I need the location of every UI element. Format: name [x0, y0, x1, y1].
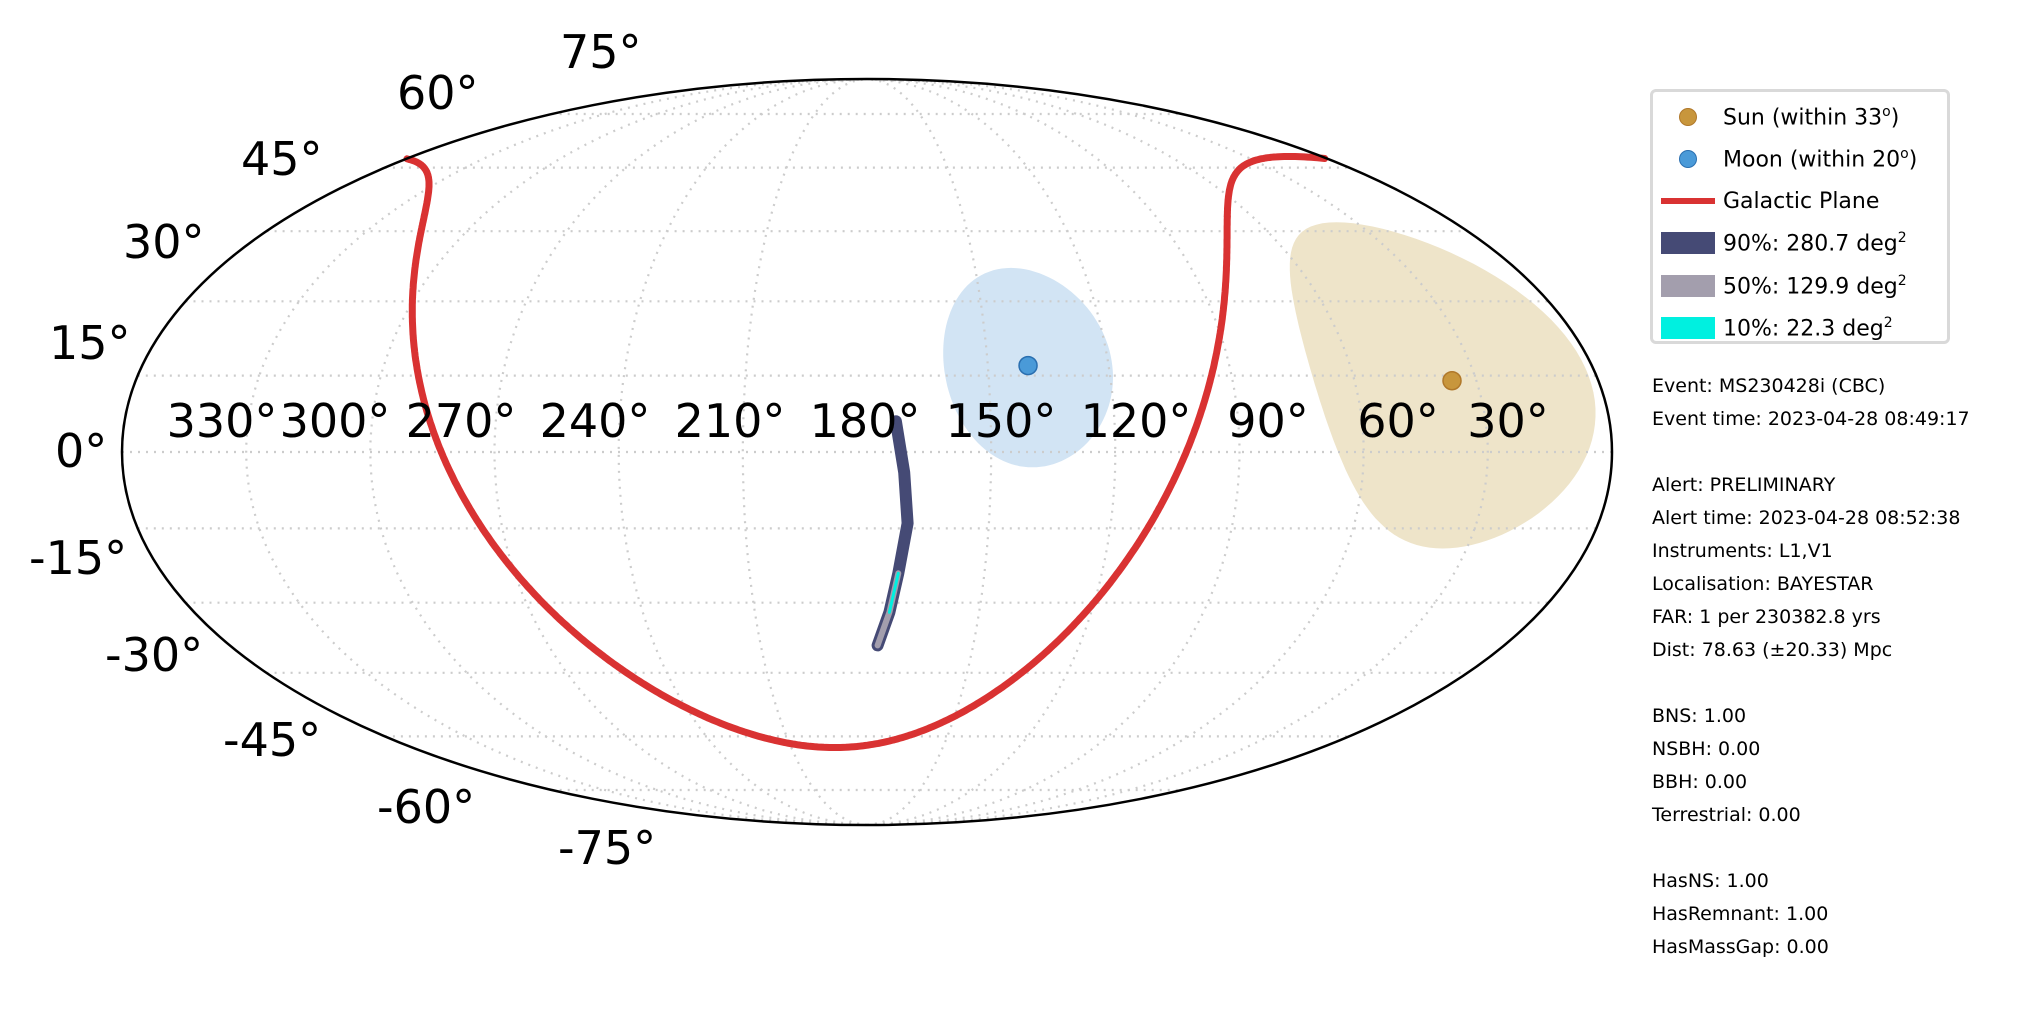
info-event: Event: MS230428i (CBC)	[1652, 370, 1970, 403]
lat-label-m60: -60°	[377, 784, 475, 830]
legend-item-sun: Sun (within 33o)	[1653, 99, 1899, 135]
lat-label-60: 60°	[397, 70, 479, 116]
info-alert: Alert: PRELIMINARY	[1652, 469, 1970, 502]
cl50-swatch-icon	[1661, 275, 1715, 297]
info-terrestrial: Terrestrial: 0.00	[1652, 799, 1970, 832]
graticule-meridian	[867, 79, 991, 825]
info-spacer	[1652, 832, 1970, 865]
sun-marker	[1443, 372, 1461, 390]
info-hasns: HasNS: 1.00	[1652, 865, 1970, 898]
legend-label-sun: Sun (within 33o)	[1723, 104, 1899, 130]
lat-label-45: 45°	[241, 136, 323, 182]
lon-label-300: 300°	[280, 398, 391, 444]
graticule-meridian	[743, 79, 867, 825]
legend-item-galactic: Galactic Plane	[1653, 183, 1879, 219]
lon-label-330: 330°	[167, 398, 278, 444]
lat-label-m30: -30°	[105, 632, 203, 678]
legend-item-moon: Moon (within 20o)	[1653, 141, 1917, 177]
lat-label-15: 15°	[49, 320, 131, 366]
legend-label-cl90: 90%: 280.7 deg2	[1723, 230, 1907, 256]
lon-label-270: 270°	[406, 398, 517, 444]
lon-label-150: 150°	[946, 398, 1057, 444]
event-info-panel: Event: MS230428i (CBC) Event time: 2023-…	[1652, 370, 1970, 964]
exclusion-regions	[943, 222, 1595, 548]
graticule-meridian	[619, 79, 867, 825]
galactic-line-icon	[1661, 198, 1715, 204]
lon-label-60: 60°	[1357, 398, 1439, 444]
lon-label-180: 180°	[810, 398, 921, 444]
sun-exclusion-region	[1290, 222, 1596, 548]
moon-marker-icon	[1679, 150, 1697, 168]
info-hasmassgap: HasMassGap: 0.00	[1652, 931, 1970, 964]
legend-label-cl10: 10%: 22.3 deg2	[1723, 315, 1893, 341]
lon-label-90: 90°	[1227, 398, 1309, 444]
galactic-plane	[407, 157, 1325, 748]
info-bbh: BBH: 0.00	[1652, 766, 1970, 799]
lat-label-m75: -75°	[558, 825, 656, 871]
lat-label-m15: -15°	[29, 535, 127, 581]
legend-item-cl10: 10%: 22.3 deg2	[1653, 310, 1893, 346]
cl10-swatch-icon	[1661, 317, 1715, 339]
info-spacer	[1652, 667, 1970, 700]
info-bns: BNS: 1.00	[1652, 700, 1970, 733]
info-alert-time: Alert time: 2023-04-28 08:52:38	[1652, 502, 1970, 535]
lat-label-m45: -45°	[223, 717, 321, 763]
info-dist: Dist: 78.63 (±20.33) Mpc	[1652, 634, 1970, 667]
lat-label-30: 30°	[123, 219, 205, 265]
galactic-plane-line	[407, 159, 1227, 748]
localisation-contours	[878, 421, 908, 645]
legend-label-moon: Moon (within 20o)	[1723, 146, 1917, 172]
lat-label-0: 0°	[55, 428, 107, 474]
cl90-contour	[878, 421, 908, 645]
legend-label-galactic: Galactic Plane	[1723, 189, 1879, 214]
lon-label-30: 30°	[1467, 398, 1549, 444]
legend-item-cl50: 50%: 129.9 deg2	[1653, 268, 1907, 304]
info-spacer	[1652, 436, 1970, 469]
info-instruments: Instruments: L1,V1	[1652, 535, 1970, 568]
sun-marker-icon	[1679, 108, 1697, 126]
lat-label-75: 75°	[560, 29, 642, 75]
info-nsbh: NSBH: 0.00	[1652, 733, 1970, 766]
legend: Sun (within 33o) Moon (within 20o) Galac…	[1650, 89, 1950, 344]
lon-label-240: 240°	[540, 398, 651, 444]
info-event-time: Event time: 2023-04-28 08:49:17	[1652, 403, 1970, 436]
info-localisation: Localisation: BAYESTAR	[1652, 568, 1970, 601]
lon-label-210: 210°	[675, 398, 786, 444]
info-hasremnant: HasRemnant: 1.00	[1652, 898, 1970, 931]
legend-label-cl50: 50%: 129.9 deg2	[1723, 273, 1907, 299]
cl90-swatch-icon	[1661, 232, 1715, 254]
legend-item-cl90: 90%: 280.7 deg2	[1653, 225, 1907, 261]
lon-label-120: 120°	[1081, 398, 1192, 444]
info-far: FAR: 1 per 230382.8 yrs	[1652, 601, 1970, 634]
moon-marker	[1019, 357, 1037, 375]
